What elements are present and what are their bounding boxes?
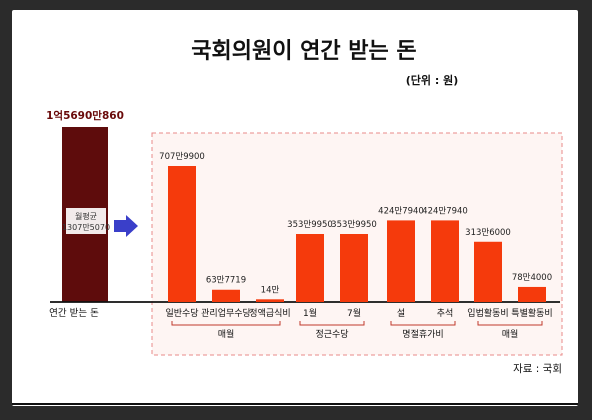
bar-4	[340, 234, 368, 302]
group-bracket-0	[171, 321, 281, 326]
bar-7	[474, 241, 502, 302]
category-label-7: 입법활동비	[467, 307, 508, 319]
category-label-2: 정액급식비	[249, 307, 290, 319]
bar-value-label-2: 14만	[261, 285, 280, 295]
category-label-4: 7월	[347, 307, 361, 319]
group-brackets: 매월 정근수당 명절휴가비 매월	[171, 321, 543, 340]
bar-3	[296, 234, 324, 302]
bar-value-label-0: 707만9900	[159, 152, 205, 162]
bar-value-label-3: 353만9950	[287, 220, 333, 230]
bar-value-label-6: 424만7940	[422, 206, 468, 216]
bar-value-label-1: 63만7719	[206, 276, 246, 286]
bar-value-label-5: 424만7940	[378, 206, 424, 216]
source-note: 자료 : 국회	[513, 363, 562, 375]
monthly-avg-box	[66, 208, 106, 234]
category-label-6: 추석	[437, 308, 454, 319]
chart-frame: 국회의원이 연간 받는 돈 (단위 : 원) 1억5690만860 월평균 13…	[12, 10, 578, 406]
category-label-8: 특별활동비	[511, 307, 552, 319]
bar-2	[256, 299, 284, 302]
bar-6	[431, 220, 459, 302]
bar-1	[212, 289, 240, 302]
bar-value-label-8: 78만4000	[512, 273, 552, 283]
group-label-1: 정근수당	[315, 329, 348, 340]
bar-5	[387, 220, 415, 302]
total-category-label: 연간 받는 돈	[49, 308, 99, 319]
bar-value-label-4: 353만9950	[331, 220, 377, 230]
group-label-0: 매월	[218, 328, 235, 340]
category-label-1: 관리업무수당	[201, 308, 251, 319]
monthly-avg-value: 1307만5070	[62, 223, 110, 232]
total-bar-group: 1억5690만860 월평균 1307만5070 연간 받는 돈	[46, 109, 124, 319]
group-bracket-1	[299, 321, 365, 326]
bar-0	[168, 166, 196, 302]
category-label-5: 설	[397, 308, 405, 319]
group-label-3: 매월	[502, 328, 519, 340]
bar-8	[518, 286, 546, 302]
arrow-icon	[114, 215, 138, 237]
category-label-0: 일반수당	[165, 308, 198, 319]
bar-value-label-7: 313만6000	[465, 228, 511, 238]
group-bracket-3	[477, 321, 543, 326]
chart-title: 국회의원이 연간 받는 돈	[191, 39, 416, 64]
bar-chart: 국회의원이 연간 받는 돈 (단위 : 원) 1억5690만860 월평균 13…	[12, 39, 578, 405]
group-label-2: 명절휴가비	[402, 328, 443, 340]
unit-note: (단위 : 원)	[406, 73, 458, 87]
category-label-3: 1월	[303, 307, 317, 319]
monthly-avg-title: 월평균	[75, 211, 97, 221]
total-value-label: 1억5690만860	[46, 109, 124, 122]
group-bracket-2	[390, 321, 456, 326]
